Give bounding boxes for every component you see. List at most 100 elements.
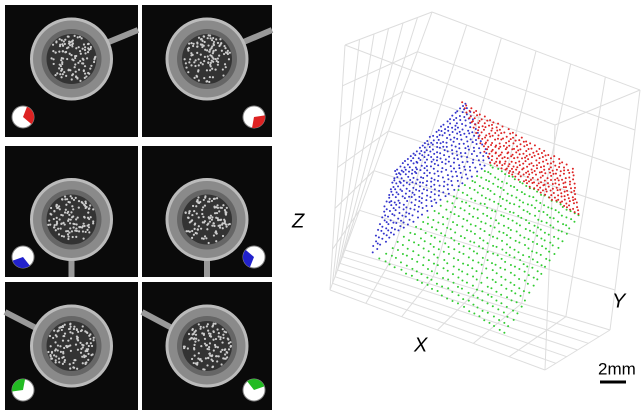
mesh-dot (218, 355, 220, 357)
mesh-dot (187, 71, 189, 73)
mesh-dot (55, 361, 57, 363)
mesh-dot (60, 65, 62, 67)
point (470, 230, 472, 232)
point (540, 194, 542, 196)
point (564, 199, 566, 201)
point (505, 148, 507, 150)
point (564, 191, 566, 193)
mesh-dot (94, 56, 96, 58)
mesh-dot (200, 54, 202, 56)
point (420, 176, 422, 178)
point (544, 266, 546, 268)
mesh-dot (229, 341, 231, 343)
point (379, 244, 381, 246)
mesh-dot (202, 216, 204, 218)
point (559, 175, 561, 177)
point (449, 118, 451, 120)
mesh-dot (71, 230, 73, 232)
mesh-dot (222, 357, 224, 359)
point (506, 316, 508, 318)
mesh-dot (81, 62, 83, 64)
mesh-dot (54, 341, 56, 343)
mesh-dot (222, 334, 224, 336)
point (554, 197, 556, 199)
mesh-dot (69, 328, 71, 330)
point (487, 312, 489, 314)
point (494, 210, 496, 212)
mesh-dot (84, 216, 86, 218)
point (506, 200, 508, 202)
point (509, 170, 511, 172)
mesh-dot (73, 326, 75, 328)
point (457, 277, 459, 279)
point (463, 166, 465, 168)
mesh-dot (84, 46, 86, 48)
point (505, 142, 507, 144)
point (515, 151, 517, 153)
point (540, 229, 542, 231)
point (470, 138, 472, 140)
point (456, 151, 458, 153)
point (457, 259, 459, 261)
point (569, 209, 571, 211)
mesh-dot (71, 74, 73, 76)
point (422, 264, 424, 266)
mesh-dot (75, 343, 77, 345)
point (405, 169, 407, 171)
point (511, 161, 513, 163)
point (447, 287, 449, 289)
point (503, 189, 505, 191)
point (511, 290, 513, 292)
point (531, 156, 533, 158)
mesh-dot (59, 218, 61, 220)
mesh-dot (193, 338, 195, 340)
scale-bar-label: 2mm (598, 359, 636, 378)
point (428, 250, 430, 252)
point (527, 247, 529, 249)
mesh-dot (69, 53, 71, 55)
mesh-dot (86, 206, 88, 208)
mesh-dot (56, 72, 58, 74)
mesh-dot (217, 217, 219, 219)
y-axis-label: Y (612, 290, 627, 312)
point (563, 167, 565, 169)
point (471, 176, 473, 178)
mesh-dot (215, 49, 217, 51)
point (409, 166, 411, 168)
point (407, 164, 409, 166)
point (471, 267, 473, 269)
point (422, 177, 424, 179)
mesh-dot (62, 222, 64, 224)
point (394, 266, 396, 268)
point (524, 244, 526, 246)
point (445, 163, 447, 165)
point (466, 156, 468, 158)
point (461, 123, 463, 125)
photo-panel (142, 146, 272, 277)
mesh-dot (196, 213, 198, 215)
mesh-dot (88, 218, 90, 220)
point (416, 179, 418, 181)
point (414, 233, 416, 235)
point (516, 222, 518, 224)
point (437, 257, 439, 259)
point (451, 115, 453, 117)
mesh-dot (87, 51, 89, 53)
mesh-dot (209, 69, 211, 71)
point (413, 153, 415, 155)
point (503, 322, 505, 324)
point (463, 133, 465, 135)
mesh-dot (198, 37, 200, 39)
point (427, 216, 429, 218)
mesh-dot (209, 37, 211, 39)
mesh-dot (66, 212, 68, 214)
point (417, 210, 419, 212)
point (395, 182, 397, 184)
point (395, 222, 397, 224)
point (568, 172, 570, 174)
point (433, 263, 435, 265)
point (544, 232, 546, 234)
mesh-dot (200, 62, 202, 64)
mesh-dot (70, 350, 72, 352)
point (528, 195, 530, 197)
